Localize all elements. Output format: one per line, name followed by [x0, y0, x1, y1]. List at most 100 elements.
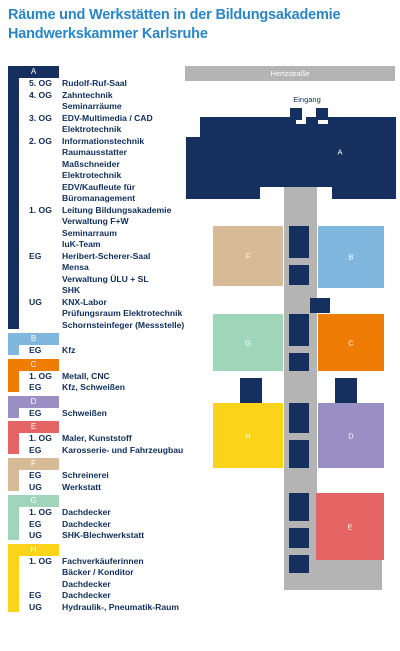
legend-row: Büromanagement — [8, 193, 198, 205]
room-name: Verwaltung F+W — [62, 216, 129, 226]
building-a-gap-left — [296, 117, 306, 124]
connector-2 — [289, 265, 309, 285]
room-name: Leitung Bildungsakademie — [62, 204, 172, 215]
room-name: Mensa — [62, 262, 89, 272]
legend-row: EG Dachdecker — [8, 590, 198, 602]
legend-row: Prüfungsraum Elektrotechnik — [8, 308, 198, 320]
room-name: Hydraulik-, Pneumatik-Raum — [62, 601, 179, 612]
building-h: H — [213, 403, 283, 468]
legend-section-key: C — [8, 358, 59, 371]
legend-section-key: A — [8, 66, 59, 78]
legend-row: 1. OG Metall, CNC — [8, 371, 198, 383]
legend-section-e: E 1. OG Maler, Kunststoff EG Karosserie- und… — [8, 421, 198, 456]
legend-section-a: A 5. OG Rudolf-Ruf-Saal 4. OG Zahntechnik Sem… — [8, 66, 198, 331]
legend-row: Maßschneider — [8, 159, 198, 171]
label-c: C — [348, 338, 354, 347]
legend-section-bar — [8, 66, 19, 329]
room-name: Prüfungsraum Elektrotechnik — [62, 308, 183, 318]
room-name: Maler, Kunststoff — [62, 433, 132, 443]
label-h: H — [245, 431, 251, 440]
legend-section-c: C 1. OG Metall, CNC EG Kfz, Schweißen — [8, 358, 198, 394]
legend-row: Seminarräume — [8, 101, 198, 113]
legend-section-d: D EG Schweißen — [8, 395, 198, 420]
legend-section-bar — [8, 421, 19, 454]
legend-section-header: G — [8, 495, 198, 507]
legend-section-key: F — [8, 458, 59, 470]
floor-level: EG — [29, 590, 42, 600]
floor-level: 3. OG — [29, 112, 52, 123]
legend-row: Schornsteinfeger (Messstelle) — [8, 320, 198, 332]
room-name: EDV/Kaufleute für — [62, 181, 136, 192]
room-name: KNX-Labor — [62, 296, 107, 307]
legend-row: 5. OG Rudolf-Ruf-Saal — [8, 78, 198, 90]
legend-row: EG Schweißen — [8, 408, 198, 420]
label-e: E — [347, 522, 353, 531]
legend-row: Elektrotechnik — [8, 170, 198, 182]
building-a-neck — [290, 108, 302, 120]
room-name: Dachdecker — [62, 578, 111, 589]
legend-section-b: B EG Kfz — [8, 333, 198, 357]
connector-11 — [289, 555, 309, 573]
connector-7 — [289, 403, 309, 433]
title-line-1: Räume und Werkstätten in der Bildungsaka… — [8, 7, 341, 23]
floor-level: 2. OG — [29, 135, 52, 146]
legend-row: Verwaltung ÜLU + SL — [8, 274, 198, 286]
page-title: Räume und Werkstätten in der Bildungsaka… — [8, 6, 341, 44]
room-name: Kfz — [62, 345, 76, 355]
floor-level: EG — [29, 518, 42, 529]
legend-row: EDV/Kaufleute für — [8, 182, 198, 194]
room-name: Schornsteinfeger (Messstelle) — [62, 319, 185, 330]
room-name: Schreinerei — [62, 470, 109, 480]
room-name: Bäcker / Konditor — [62, 567, 134, 577]
floor-level: EG — [29, 345, 42, 355]
label-a: A — [337, 147, 343, 157]
building-a-lower-left — [186, 187, 260, 199]
connector-10 — [289, 528, 309, 548]
legend-section-header: A — [8, 66, 198, 78]
legend-section-bar — [8, 543, 19, 612]
room-name: Dachdecker — [62, 518, 111, 529]
connector-1 — [289, 226, 309, 258]
legend-row: UG Werkstatt — [8, 482, 198, 494]
building-a-notch — [186, 117, 200, 137]
legend-row: EG Dachdecker — [8, 519, 198, 531]
legend-row: UG KNX-Labor — [8, 297, 198, 309]
legend-section-header: B — [8, 333, 198, 345]
room-name: IuK-Team — [62, 239, 101, 249]
legend-section-header: E — [8, 421, 198, 433]
connector-4 — [289, 353, 309, 371]
connector-12 — [310, 298, 330, 313]
legend-row: Elektrotechnik — [8, 124, 198, 136]
legend-section-bar — [8, 458, 19, 491]
floor-level: EG — [29, 444, 42, 455]
room-name: Karosserie- und Fahrzeugbau — [62, 444, 184, 455]
building-a — [186, 117, 396, 187]
legend-row: EG Karosserie- und Fahrzeugbau — [8, 445, 198, 457]
floor-level: UG — [29, 530, 42, 540]
room-name: Fachverkäuferinnen — [62, 555, 144, 566]
legend-row: 4. OG Zahntechnik — [8, 90, 198, 102]
label-g: G — [245, 338, 251, 347]
floor-level: UG — [29, 296, 42, 307]
legend-section-key: G — [8, 495, 59, 507]
legend-section-header: C — [8, 358, 198, 371]
legend-row: EG Kfz — [8, 345, 198, 357]
legend-row: 1. OG Dachdecker — [8, 507, 198, 519]
room-name: SHK — [62, 285, 81, 295]
building-e: E — [316, 493, 384, 560]
floor-level: 1. OG — [29, 204, 52, 215]
building-b: B — [318, 226, 384, 288]
building-a-label: A — [290, 117, 390, 187]
room-name: Maßschneider — [62, 158, 120, 169]
legend-section-f: F EG Schreinerei UG Werkstatt — [8, 458, 198, 493]
building-a-neck-2 — [316, 108, 328, 120]
floor-level: EG — [29, 470, 42, 480]
connector-5 — [240, 378, 262, 403]
legend-row: Raumausstatter — [8, 147, 198, 159]
title-line-2: Handwerkskammer Karlsruhe — [8, 26, 208, 42]
room-name: Elektrotechnik — [62, 124, 122, 134]
room-name: Seminarraum — [62, 227, 117, 238]
legend-section-key: D — [8, 395, 59, 408]
floor-level: 1. OG — [29, 555, 52, 566]
